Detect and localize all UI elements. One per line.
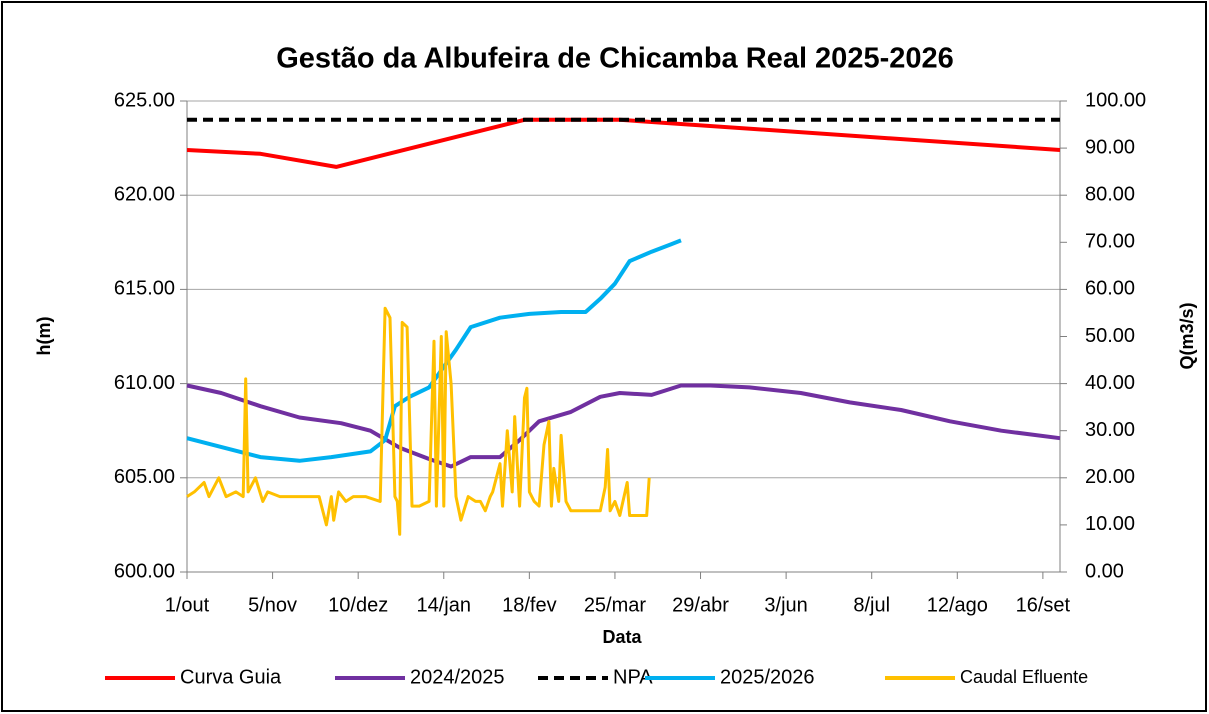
y2-tick-label: 50.00	[1085, 325, 1135, 347]
legend-label: Caudal Efluente	[960, 667, 1088, 687]
legend-label: Curva Guia	[180, 666, 282, 688]
series-line	[186, 117, 1061, 169]
y2-tick-label: 20.00	[1085, 466, 1135, 488]
y2-tick-label: 10.00	[1085, 513, 1135, 535]
y-tick-label: 600.00	[114, 560, 175, 582]
y2-tick-label: 90.00	[1085, 136, 1135, 158]
y2-tick-label: 80.00	[1085, 183, 1135, 205]
legend-label: 2025/2026	[720, 666, 815, 688]
x-tick-label: 10/dez	[328, 594, 388, 616]
x-tick-label: 12/ago	[927, 594, 988, 616]
y2-tick-label: 60.00	[1085, 278, 1135, 300]
series-line	[186, 306, 651, 536]
y-tick-label: 625.00	[114, 89, 175, 111]
y-tick-label: 605.00	[114, 466, 175, 488]
y-tick-label: 615.00	[114, 278, 175, 300]
chart-title: Gestão da Albufeira de Chicamba Real 202…	[276, 43, 954, 75]
x-tick-label: 5/nov	[248, 594, 297, 616]
y2-tick-label: 70.00	[1085, 231, 1135, 253]
series-line	[186, 383, 1061, 469]
x-tick-label: 3/jun	[764, 594, 807, 616]
x-tick-label: 8/jul	[853, 594, 890, 616]
x-tick-label: 14/jan	[417, 594, 472, 616]
y-tick-label: 610.00	[114, 372, 175, 394]
y2-axis-title: Q(m3/s)	[1177, 302, 1197, 369]
y-axis-title: h(m)	[34, 317, 54, 356]
x-axis-title: Data	[602, 627, 642, 647]
y2-tick-label: 40.00	[1085, 372, 1135, 394]
legend-label: NPA	[613, 666, 653, 688]
y2-tick-label: 30.00	[1085, 419, 1135, 441]
x-tick-label: 16/set	[1016, 594, 1071, 616]
x-tick-label: 29/abr	[672, 594, 729, 616]
legend-label: 2024/2025	[410, 666, 505, 688]
x-tick-label: 1/out	[165, 594, 210, 616]
y2-tick-label: 0.00	[1085, 560, 1124, 582]
x-tick-label: 18/fev	[502, 594, 556, 616]
x-tick-label: 25/mar	[584, 594, 647, 616]
y-tick-label: 620.00	[114, 183, 175, 205]
y2-tick-label: 100.00	[1085, 89, 1146, 111]
series-line	[186, 238, 682, 463]
